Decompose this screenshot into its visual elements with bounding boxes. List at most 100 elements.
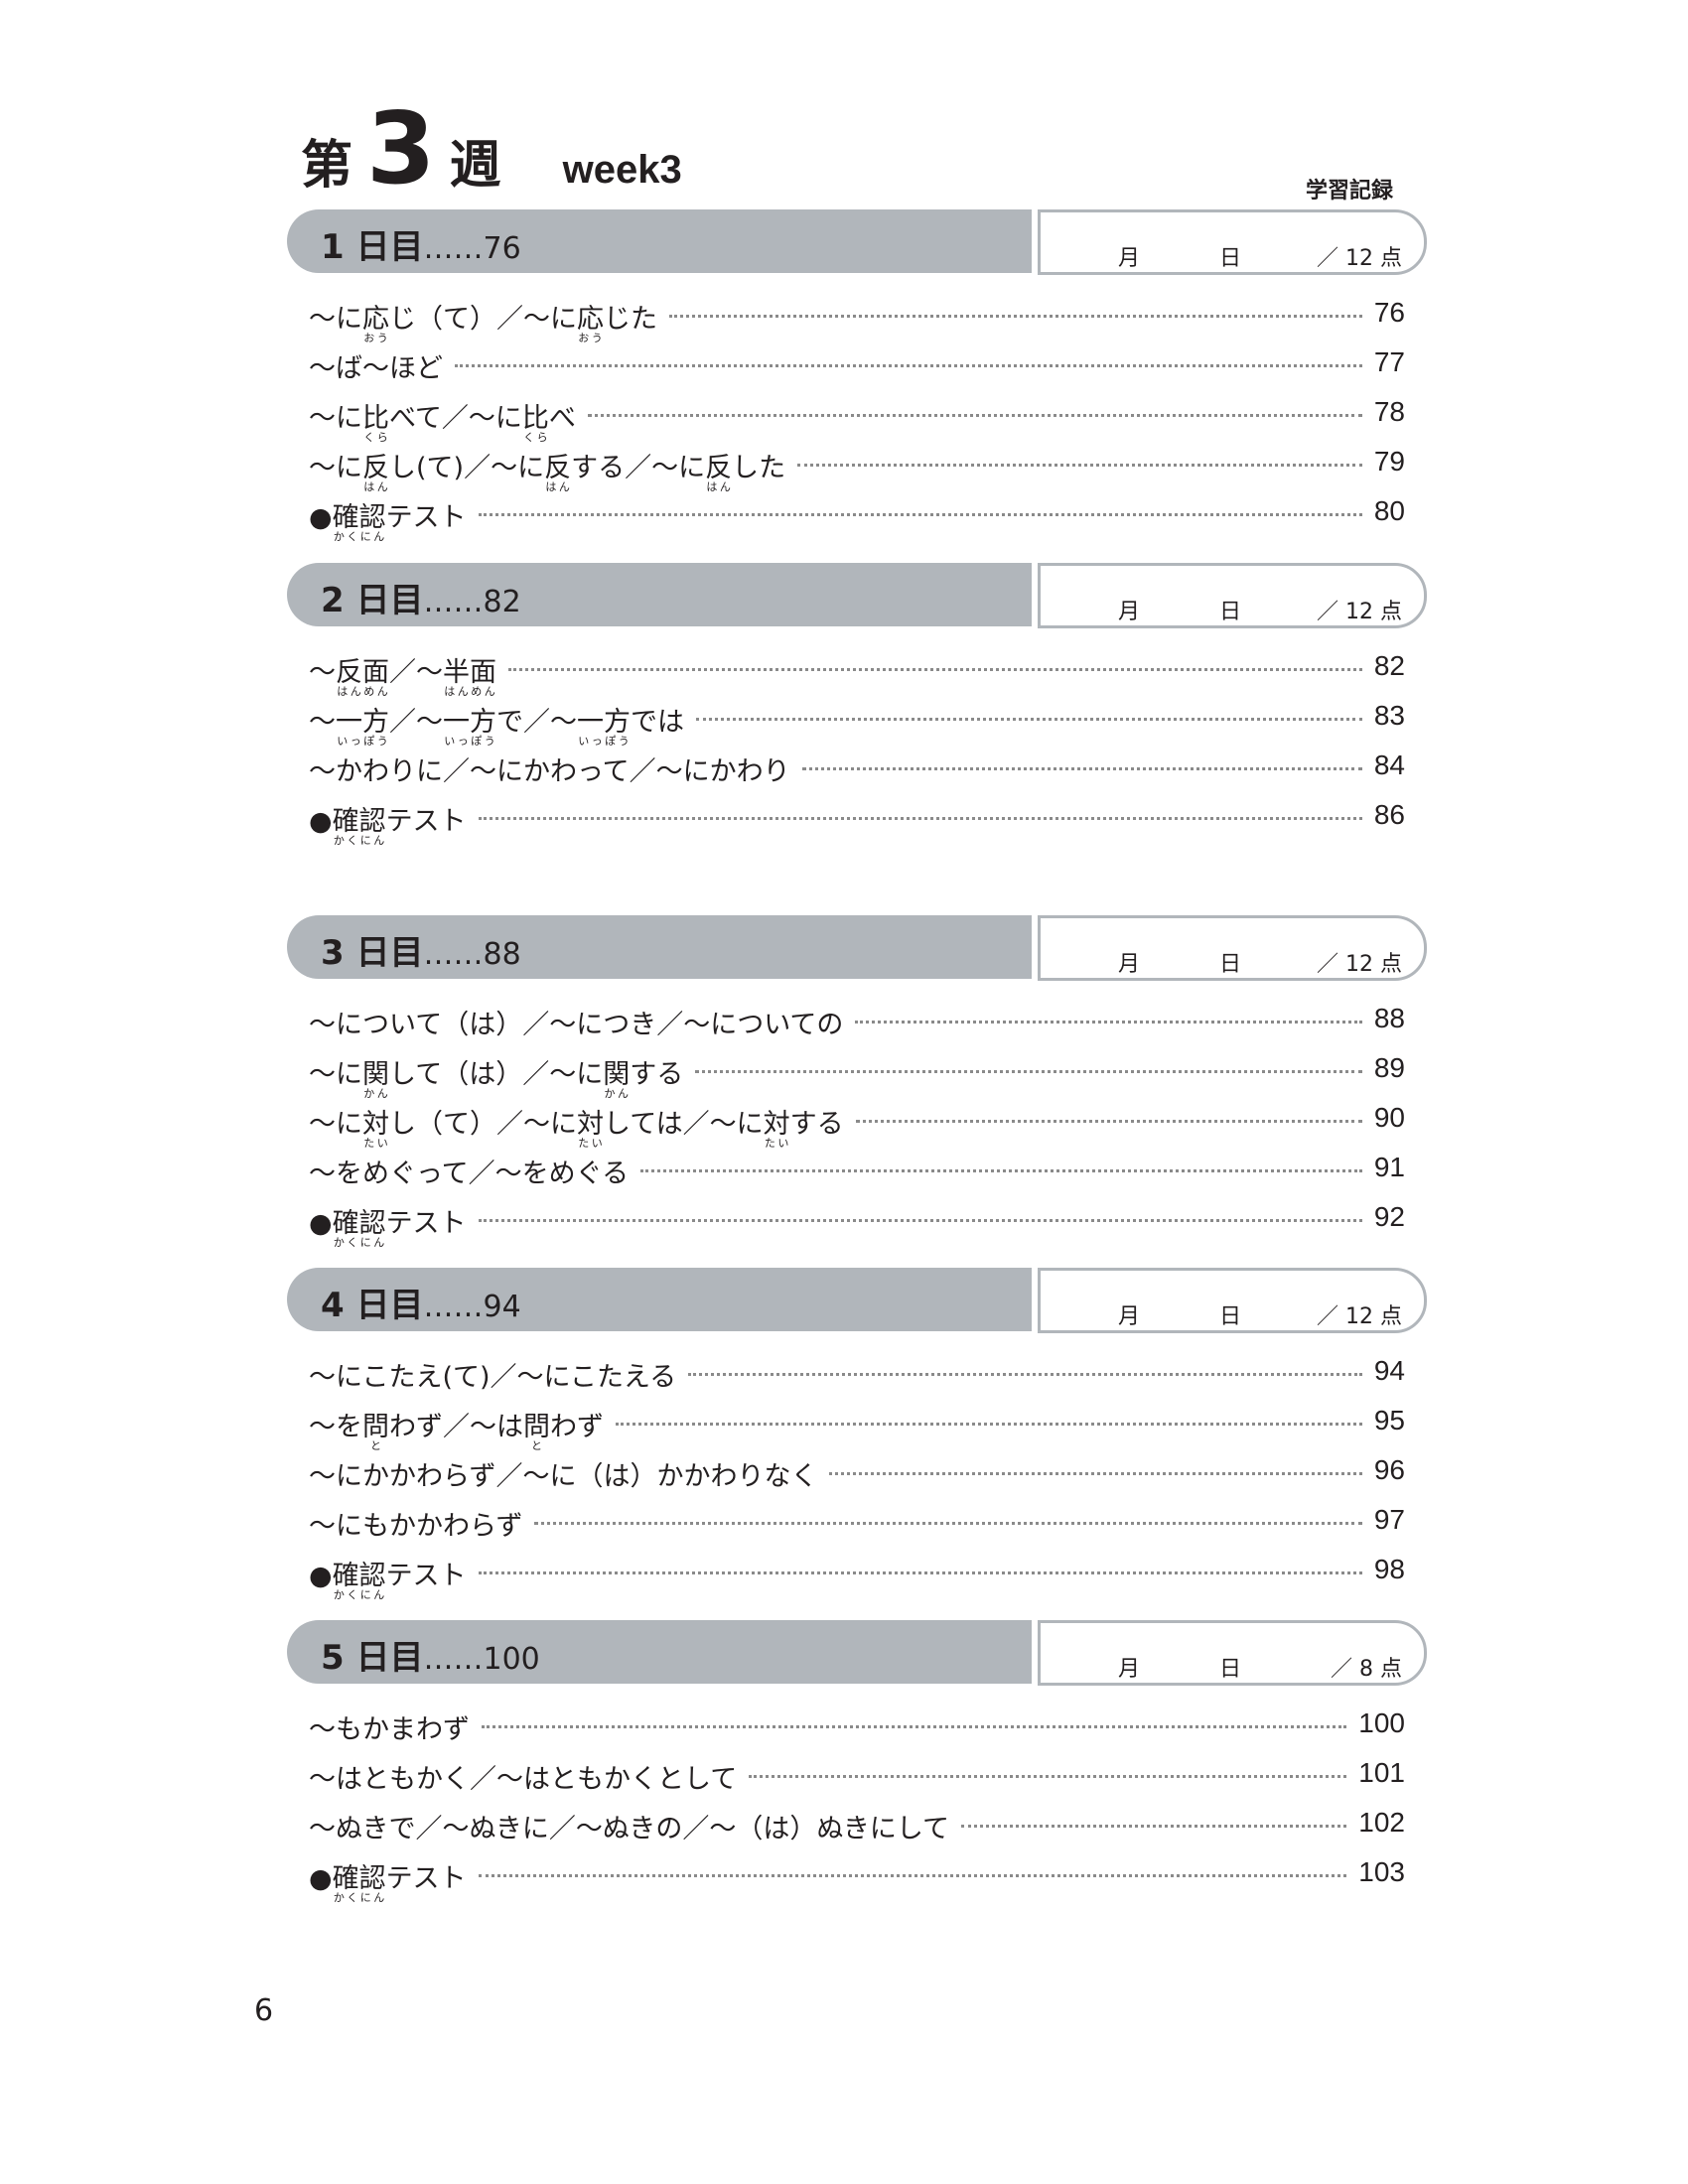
toc-entry[interactable]: 〜をめぐって／〜をめぐる 91 <box>287 1152 1427 1201</box>
kanji: 確認 <box>332 1561 386 1591</box>
entry-text: 〜ぬきで／〜ぬきに／〜ぬきの／〜（は）ぬきにして <box>309 1814 950 1844</box>
day-title: 2 日目……82 <box>321 573 521 621</box>
dot-leader <box>478 513 1362 516</box>
day-label: 4 日目 <box>321 1286 424 1325</box>
entry-label: 〜に比くらべて／〜に比くらべ <box>309 396 576 444</box>
kanji-with-reading: 対たい <box>577 1109 604 1150</box>
entry-page: 91 <box>1373 1152 1405 1182</box>
day-section: 1 日目……76 月日／ 12 点〜に応おうじ（て）／〜に応おうじた 76 〜ば〜ほど… <box>287 209 1427 545</box>
entry-label: 〜に対たいし（て）／〜に対たいしては／〜に対たいする <box>309 1102 844 1150</box>
furigana: かん <box>362 1087 389 1100</box>
entry-label: 〜ば〜ほど <box>309 346 443 385</box>
entry-text: 〜をめぐって／〜をめぐる <box>309 1159 630 1189</box>
toc-entry[interactable]: 〜ぬきで／〜ぬきに／〜ぬきの／〜（は）ぬきにして 102 <box>287 1807 1427 1856</box>
kanji: 反 <box>362 453 389 483</box>
furigana: くら <box>362 431 389 444</box>
toc-entry[interactable]: 〜かわりに／〜にかわって／〜にかわり 84 <box>287 750 1427 799</box>
furigana: いっぽう <box>443 735 496 748</box>
entry-text: ● <box>309 1561 333 1591</box>
toc-entry[interactable]: 〜について（は）／〜につき／〜についての 88 <box>287 1003 1427 1052</box>
entry-label: ●確認かくにんテスト <box>309 1554 467 1601</box>
day-start-page: ……82 <box>423 585 521 619</box>
entry-label: ●確認かくにんテスト <box>309 495 467 543</box>
day-header-band <box>287 209 1032 273</box>
day-section: 2 日目……82 月日／ 12 点〜反面はんめん／〜半面はんめん 82 〜一方いっぽう… <box>287 563 1427 849</box>
kanji: 応 <box>577 304 604 335</box>
toc-entry[interactable]: 〜に比くらべて／〜に比くらべ 78 <box>287 396 1427 446</box>
toc-entry[interactable]: 〜もかまわず 100 <box>287 1707 1427 1757</box>
dot-leader <box>534 1522 1362 1525</box>
entry-text: 〜ば〜ほど <box>309 353 443 384</box>
item-list: 〜もかまわず 100 〜はともかく／〜はともかくとして 101 〜ぬきで／〜ぬきに／〜ぬ… <box>287 1707 1427 1906</box>
entry-page: 95 <box>1373 1405 1405 1435</box>
day-header-band <box>287 1268 1032 1331</box>
day-start-page: ……88 <box>423 937 521 972</box>
entry-label: 〜反面はんめん／〜半面はんめん <box>309 650 496 698</box>
entry-page: 92 <box>1373 1201 1405 1232</box>
toc-entry[interactable]: 〜を問とわず／〜は問とわず 95 <box>287 1405 1427 1454</box>
entry-text: 〜かわりに／〜にかわって／〜にかわり <box>309 756 790 787</box>
furigana: かくにん <box>332 1588 386 1601</box>
toc-entry[interactable]: 〜にこたえ(て)／〜にこたえる 94 <box>287 1355 1427 1405</box>
entry-text: わず／〜は <box>389 1412 523 1442</box>
week-english: week3 <box>562 148 682 192</box>
toc-entry[interactable]: 〜に対たいし（て）／〜に対たいしては／〜に対たいする 90 <box>287 1102 1427 1152</box>
record-box[interactable]: 月 日 ／ 12 点 <box>1038 1268 1427 1333</box>
toc-entry[interactable]: ●確認かくにんテスト 98 <box>287 1554 1427 1603</box>
toc-entry[interactable]: 〜に反はんし(て)／〜に反はんする／〜に反はんした 79 <box>287 446 1427 495</box>
dot-leader <box>688 1373 1362 1376</box>
entry-label: 〜を問とわず／〜は問とわず <box>309 1405 604 1452</box>
dot-leader <box>829 1472 1362 1475</box>
day-start-page: ……100 <box>423 1642 540 1677</box>
furigana: はん <box>362 480 389 493</box>
toc-entry[interactable]: 〜はともかく／〜はともかくとして 101 <box>287 1757 1427 1807</box>
entry-page: 79 <box>1373 446 1405 477</box>
day-start-page: ……94 <box>423 1290 521 1324</box>
entry-text: 〜 <box>309 657 336 688</box>
kanji: 対 <box>577 1109 604 1140</box>
item-list: 〜に応おうじ（て）／〜に応おうじた 76 〜ば〜ほど 77 〜に比くらべて／〜に比くらべ… <box>287 297 1427 545</box>
toc-entry[interactable]: 〜にもかかわらず 97 <box>287 1504 1427 1554</box>
day-section: 5 日目……100 月 日 ／ 8 点〜もかまわず 100 〜はともかく／〜はともかくとし… <box>287 1620 1427 1906</box>
record-label: 学習記録 <box>1306 179 1394 204</box>
furigana: いっぽう <box>577 735 631 748</box>
kanji: 関 <box>362 1059 389 1090</box>
day-label-field: 日 <box>1219 1657 1242 1682</box>
toc-entry[interactable]: 〜一方いっぽう／〜一方いっぽうで／〜一方いっぽうでは 83 <box>287 700 1427 750</box>
entry-page: 97 <box>1373 1504 1405 1535</box>
toc-entry[interactable]: 〜に応おうじ（て）／〜に応おうじた 76 <box>287 297 1427 346</box>
day-label-field: 日 <box>1219 952 1242 977</box>
toc-entry[interactable]: ●確認かくにんテスト 86 <box>287 799 1427 849</box>
toc-entry[interactable]: 〜にかかわらず／〜に（は）かかわりなく 96 <box>287 1454 1427 1504</box>
entry-label: ●確認かくにんテスト <box>309 799 467 847</box>
day-header: 4 日目……94 月 日 ／ 12 点 <box>287 1268 1427 1333</box>
entry-label: ●確認かくにんテスト <box>309 1856 467 1904</box>
toc-entry[interactable]: ●確認かくにんテスト 80 <box>287 495 1427 545</box>
kanji: 一方 <box>577 707 631 738</box>
toc-entry[interactable]: 〜ば〜ほど 77 <box>287 346 1427 396</box>
toc-entry[interactable]: ●確認かくにんテスト 103 <box>287 1856 1427 1906</box>
record-box[interactable]: 月 日 ／ 12 点 <box>1038 915 1427 981</box>
kanji-with-reading: 関かん <box>603 1059 630 1100</box>
kanji-with-reading: 確認かくにん <box>333 1863 386 1904</box>
entry-page: 102 <box>1358 1807 1405 1838</box>
entry-text: しては／〜に <box>604 1109 764 1140</box>
entry-page: 86 <box>1373 799 1405 830</box>
kanji: 問 <box>523 1412 550 1442</box>
toc-entry[interactable]: 〜反面はんめん／〜半面はんめん 82 <box>287 650 1427 700</box>
toc-entry[interactable]: ●確認かくにんテスト 92 <box>287 1201 1427 1251</box>
month-label: 月 <box>1118 952 1141 977</box>
record-box[interactable]: 月 日 ／ 12 点 <box>1038 563 1427 628</box>
record-box[interactable]: 月 日 ／ 12 点 <box>1038 209 1427 275</box>
item-list: 〜について（は）／〜につき／〜についての 88 〜に関かんして（は）／〜に関かんする… <box>287 1003 1427 1251</box>
toc-entry[interactable]: 〜に関かんして（は）／〜に関かんする 89 <box>287 1052 1427 1102</box>
record-box[interactable]: 月 日 ／ 8 点 <box>1038 1620 1427 1686</box>
month-label: 月 <box>1118 600 1141 624</box>
dot-leader <box>696 718 1362 721</box>
day-header-band <box>287 1620 1032 1684</box>
kanji-with-reading: 一方いっぽう <box>577 707 631 748</box>
dot-leader <box>455 364 1362 367</box>
score-total: ／ 12 点 <box>1317 952 1402 977</box>
entry-text: テスト <box>385 502 467 533</box>
kanji: 応 <box>362 304 389 335</box>
